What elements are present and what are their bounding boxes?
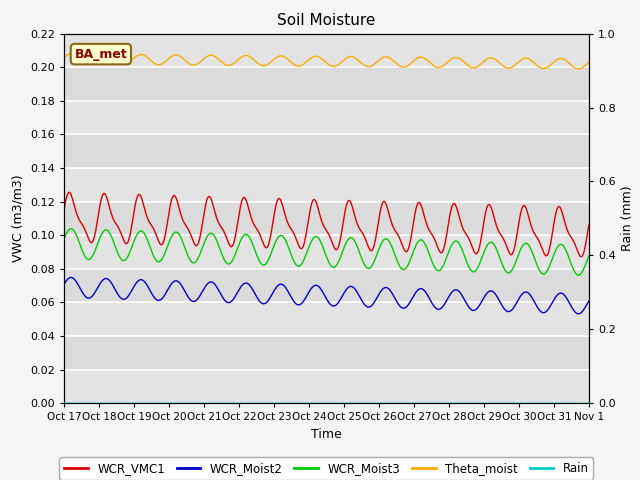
Bar [64,101,589,134]
Y-axis label: VWC (m3/m3): VWC (m3/m3) [12,175,24,262]
Bar [64,302,589,336]
Title: Soil Moisture: Soil Moisture [277,13,376,28]
Bar [64,235,589,269]
Bar [64,134,589,168]
Bar [64,67,589,101]
Y-axis label: Rain (mm): Rain (mm) [621,186,634,251]
Bar [64,269,589,302]
Bar [64,34,589,67]
Bar [64,168,589,202]
X-axis label: Time: Time [311,428,342,441]
Bar [64,370,589,403]
Legend: WCR_VMC1, WCR_Moist2, WCR_Moist3, Theta_moist, Rain: WCR_VMC1, WCR_Moist2, WCR_Moist3, Theta_… [60,457,593,480]
Bar [64,336,589,370]
Text: BA_met: BA_met [74,48,127,60]
Bar [64,202,589,235]
